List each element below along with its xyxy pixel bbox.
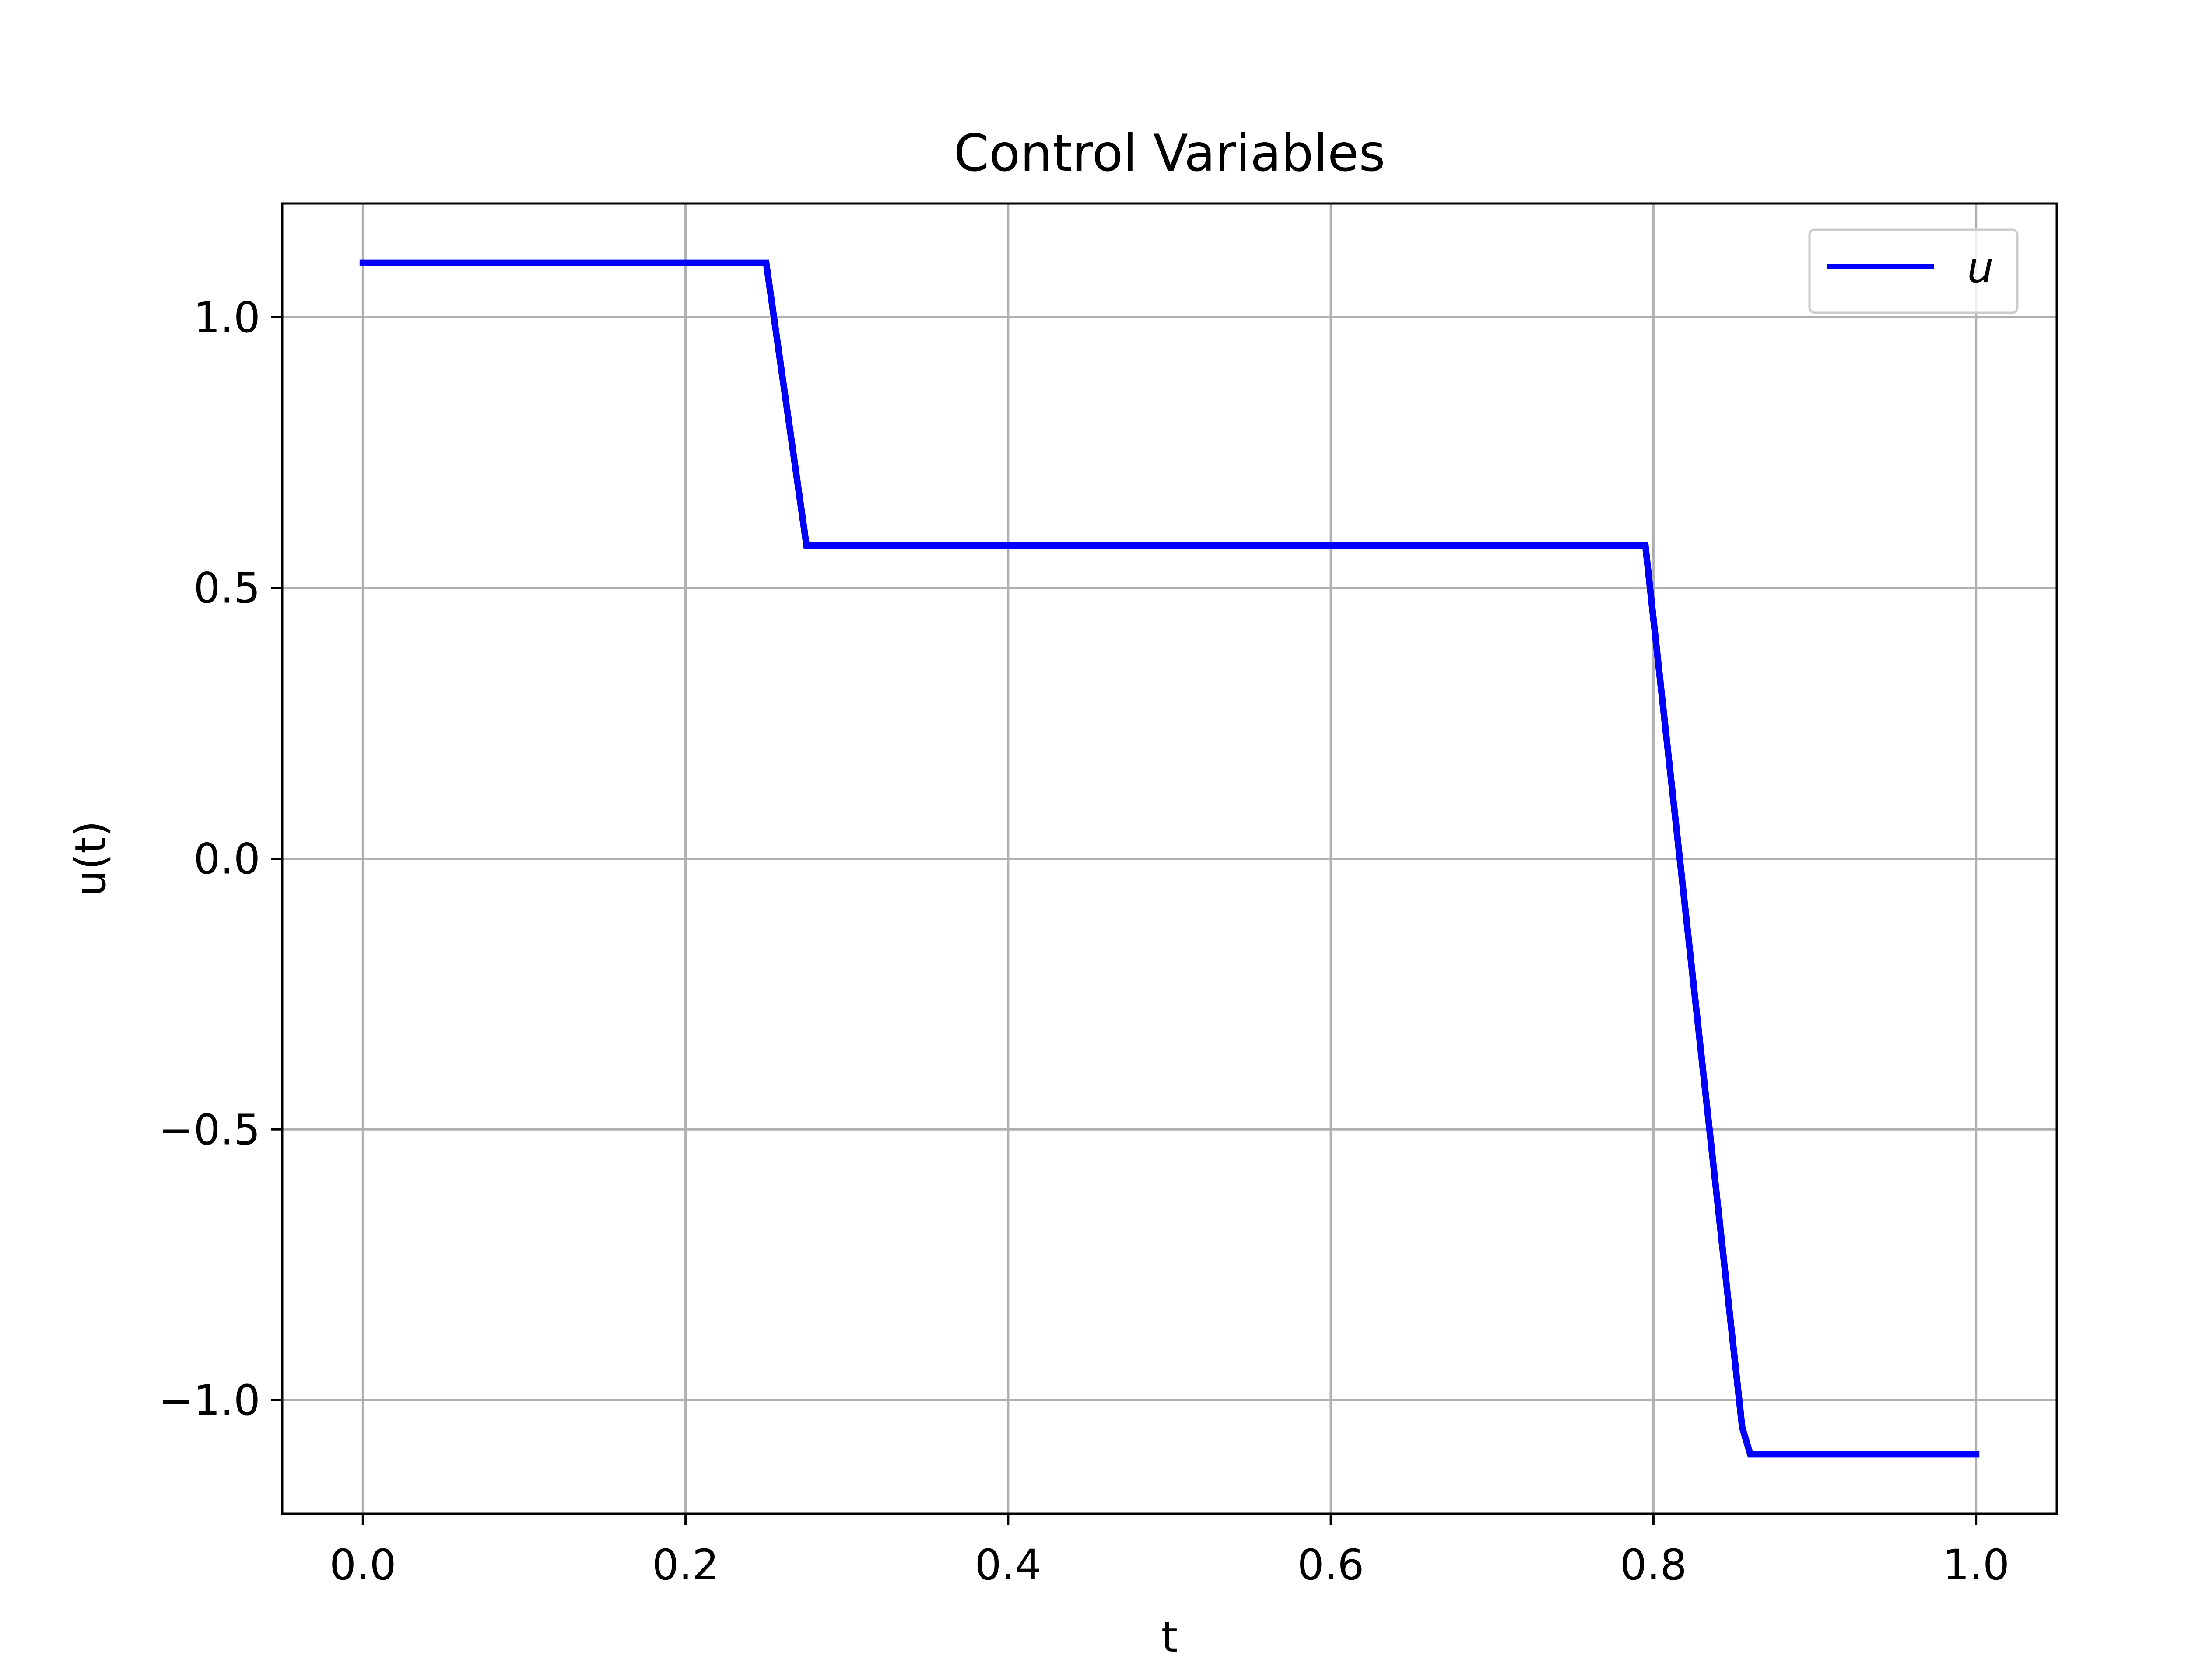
series-line-u <box>359 259 1980 1458</box>
series-layer <box>359 259 1980 1458</box>
y-tick-label: −0.5 <box>158 1105 260 1154</box>
legend-box <box>1808 228 2019 314</box>
x-tick-label: 1.0 <box>1943 1540 2009 1589</box>
y-tick-label: 0.5 <box>193 564 260 613</box>
y-axis-ticks: −1.0 −0.5 0.0 0.5 1.0 <box>158 293 282 1425</box>
x-axis-label: t <box>1161 1613 1178 1662</box>
y-tick-label: 1.0 <box>193 293 260 342</box>
x-axis-ticks: 0.0 0.2 0.4 0.6 0.8 1.0 <box>330 1514 2009 1589</box>
x-tick-label: 0.6 <box>1297 1540 1364 1589</box>
legend: u <box>1808 228 2019 314</box>
x-tick-label: 0.8 <box>1620 1540 1687 1589</box>
y-tick-label: −1.0 <box>158 1376 260 1425</box>
grid-lines <box>282 203 2057 1514</box>
x-tick-label: 0.0 <box>330 1540 396 1589</box>
x-tick-label: 0.4 <box>975 1540 1042 1589</box>
y-axis-label: u(t) <box>66 821 115 896</box>
chart-title: Control Variables <box>954 124 1385 183</box>
y-tick-label: 0.0 <box>193 835 260 884</box>
legend-label-u: u <box>1967 243 1994 292</box>
x-tick-label: 0.2 <box>652 1540 719 1589</box>
